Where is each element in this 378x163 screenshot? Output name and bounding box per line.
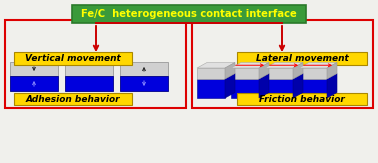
Bar — [265, 79, 293, 98]
Polygon shape — [299, 62, 337, 68]
Bar — [197, 68, 225, 79]
Polygon shape — [293, 74, 303, 98]
Bar — [10, 62, 58, 76]
Bar — [65, 76, 113, 91]
Polygon shape — [231, 62, 269, 68]
Polygon shape — [265, 62, 303, 68]
Bar — [299, 79, 327, 98]
Bar — [299, 68, 327, 79]
Polygon shape — [225, 74, 235, 98]
Text: Adhesion behavior: Adhesion behavior — [26, 95, 120, 104]
Bar — [192, 20, 373, 108]
Text: Vertical movement: Vertical movement — [25, 54, 121, 63]
Bar — [231, 79, 259, 98]
Bar — [72, 5, 306, 23]
Bar — [237, 52, 367, 65]
Bar — [5, 20, 186, 108]
Text: Friction behavior: Friction behavior — [259, 95, 345, 104]
Bar — [265, 68, 293, 79]
Bar — [237, 93, 367, 105]
Bar — [10, 76, 58, 91]
Polygon shape — [293, 62, 303, 79]
Polygon shape — [225, 62, 235, 79]
Bar — [197, 79, 225, 98]
Bar — [65, 62, 113, 76]
Polygon shape — [327, 74, 337, 98]
Text: Fe/C  heterogeneous contact interface: Fe/C heterogeneous contact interface — [81, 9, 297, 19]
Polygon shape — [197, 62, 235, 68]
Bar — [120, 62, 168, 76]
Text: Lateral movement: Lateral movement — [256, 54, 349, 63]
Bar — [231, 68, 259, 79]
Bar — [14, 93, 132, 105]
Polygon shape — [259, 62, 269, 79]
Bar — [14, 52, 132, 65]
Polygon shape — [259, 74, 269, 98]
Bar — [120, 76, 168, 91]
Polygon shape — [327, 62, 337, 79]
